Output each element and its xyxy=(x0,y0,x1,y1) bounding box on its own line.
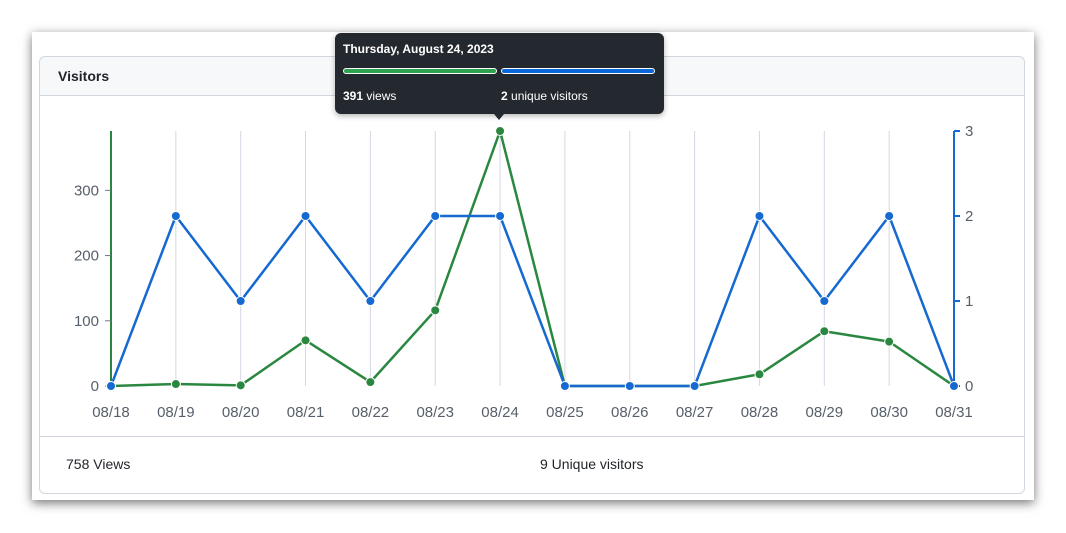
tick-labels: 0 100 200 300 0 1 2 3 08/18 08/19 08/20 08/21 08/22 0… xyxy=(74,123,973,421)
views-point-08-19[interactable] xyxy=(170,379,181,390)
y-right-tick-label: 3 xyxy=(965,123,973,140)
visitors-panel: Visitors 0 100 200 300 0 1 2 3 08/18 08/19 08/20 08… xyxy=(39,56,1025,494)
x-tick-label: 08/26 xyxy=(611,404,649,421)
views-point-08-28[interactable] xyxy=(754,369,765,380)
panel-title: Visitors xyxy=(58,68,110,84)
views-point-08-23[interactable] xyxy=(430,305,441,316)
x-tick-label: 08/25 xyxy=(546,404,584,421)
uniques-point-08-30[interactable] xyxy=(884,211,895,221)
series xyxy=(106,126,959,391)
y-right-tick-label: 2 xyxy=(965,208,973,225)
tooltip-uniques-label: unique visitors xyxy=(511,89,588,103)
views-point-08-30[interactable] xyxy=(884,336,895,347)
uniques-point-08-29[interactable] xyxy=(819,296,830,306)
uniques-point-08-31[interactable] xyxy=(949,381,959,391)
tooltip-views-bar xyxy=(343,68,497,74)
uniques-point-08-21[interactable] xyxy=(300,211,311,221)
uniques-point-08-26[interactable] xyxy=(624,381,635,391)
x-tick-label: 08/22 xyxy=(352,404,390,421)
y-left-tick-label: 100 xyxy=(74,313,99,330)
tooltip-arrow xyxy=(494,114,504,120)
views-point-08-29[interactable] xyxy=(819,326,830,337)
footer-divider xyxy=(40,436,1024,437)
tooltip-views: 391 views xyxy=(343,89,396,103)
tooltip-date: Thursday, August 24, 2023 xyxy=(343,42,494,56)
tooltip-uniques: 2 unique visitors xyxy=(501,89,588,103)
tooltip-uniques-bar xyxy=(501,68,655,74)
x-tick-label: 08/19 xyxy=(157,404,195,421)
x-tick-label: 08/18 xyxy=(92,404,130,421)
uniques-point-08-28[interactable] xyxy=(754,211,765,221)
views-point-08-22[interactable] xyxy=(365,377,376,388)
uniques-point-08-24[interactable] xyxy=(495,211,506,221)
y-right-tick-label: 1 xyxy=(965,293,973,310)
axes xyxy=(105,130,960,387)
views-point-08-21[interactable] xyxy=(300,335,311,346)
tooltip-views-value: 391 xyxy=(343,89,364,103)
x-tick-label: 08/29 xyxy=(806,404,844,421)
x-tick-label: 08/24 xyxy=(481,404,519,421)
uniques-point-08-18[interactable] xyxy=(106,381,116,391)
x-tick-label: 08/21 xyxy=(287,404,325,421)
tooltip-uniques-value: 2 xyxy=(501,89,508,103)
total-views: 758 Views xyxy=(66,456,131,472)
y-right-tick-label: 0 xyxy=(965,378,973,395)
uniques-point-08-22[interactable] xyxy=(365,296,376,306)
uniques-point-08-25[interactable] xyxy=(559,381,570,391)
chart-tooltip: Thursday, August 24, 2023 391 views 2 un… xyxy=(335,33,664,120)
x-tick-label: 08/28 xyxy=(741,404,779,421)
uniques-series-line xyxy=(109,214,956,388)
total-unique-visitors: 9 Unique visitors xyxy=(540,456,644,472)
y-left-tick-label: 300 xyxy=(74,182,99,199)
window: Visitors 0 100 200 300 0 1 2 3 08/18 08/19 08/20 08… xyxy=(32,32,1034,500)
views-point-08-20[interactable] xyxy=(235,380,246,391)
x-tick-label: 08/30 xyxy=(870,404,908,421)
uniques-point-08-20[interactable] xyxy=(235,296,246,306)
x-tick-label: 08/23 xyxy=(416,404,454,421)
y-left-tick-label: 200 xyxy=(74,248,99,265)
views-series-line xyxy=(110,129,955,388)
grid-lines xyxy=(175,131,890,386)
uniques-point-08-27[interactable] xyxy=(689,381,700,391)
y-left-tick-label: 0 xyxy=(91,378,99,395)
uniques-point-08-19[interactable] xyxy=(170,211,181,221)
traffic-chart[interactable]: 0 100 200 300 0 1 2 3 08/18 08/19 08/20 08/21 08/22 0… xyxy=(1,1,1003,421)
x-tick-label: 08/31 xyxy=(935,404,973,421)
x-tick-label: 08/27 xyxy=(676,404,714,421)
uniques-point-08-23[interactable] xyxy=(430,211,441,221)
x-tick-label: 08/20 xyxy=(222,404,260,421)
tooltip-views-label: views xyxy=(366,89,397,103)
views-point-08-24[interactable] xyxy=(495,126,506,136)
